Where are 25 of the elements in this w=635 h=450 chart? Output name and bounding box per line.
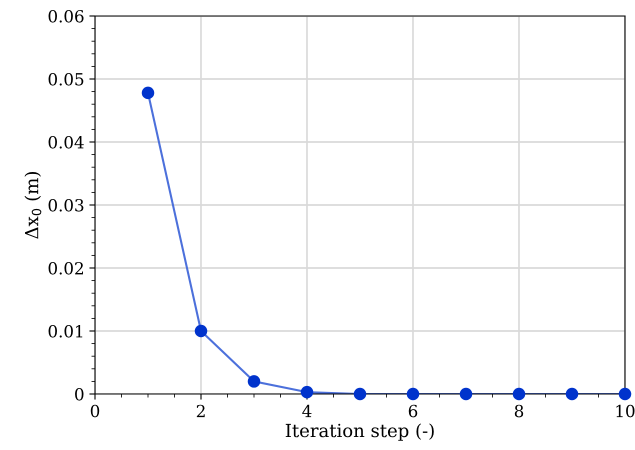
point [406, 388, 420, 400]
point [460, 388, 472, 400]
y-tick-label: 0.05 [48, 72, 84, 86]
y-tick-label: 0 [75, 388, 84, 401]
y-tick-label: 0.02 [48, 262, 83, 275]
x-tick-label: 4 [302, 404, 312, 418]
y-tick-label: 0.01 [48, 324, 82, 338]
point [248, 375, 260, 388]
y-tick-label: 0.06 [48, 10, 84, 23]
x-tick-label: 2 [196, 404, 205, 418]
point [512, 388, 526, 400]
y-tick-label: 0.03 [48, 198, 84, 212]
point [194, 324, 208, 338]
point [142, 86, 154, 100]
x-tick-label: 0 [90, 404, 100, 418]
point [566, 388, 578, 400]
y-tick-label: 0.04 [48, 136, 84, 149]
point [300, 386, 314, 398]
x-tick-label: 10 [616, 404, 634, 418]
x-tick-label: 8 [514, 404, 524, 418]
point [354, 388, 366, 400]
x-tick-label: 6 [408, 404, 418, 418]
y-axis-title: Δx$_{0}$ (m) [24, 172, 42, 239]
x-axis-title: Iteration step (-) [286, 423, 434, 441]
point [618, 388, 632, 400]
